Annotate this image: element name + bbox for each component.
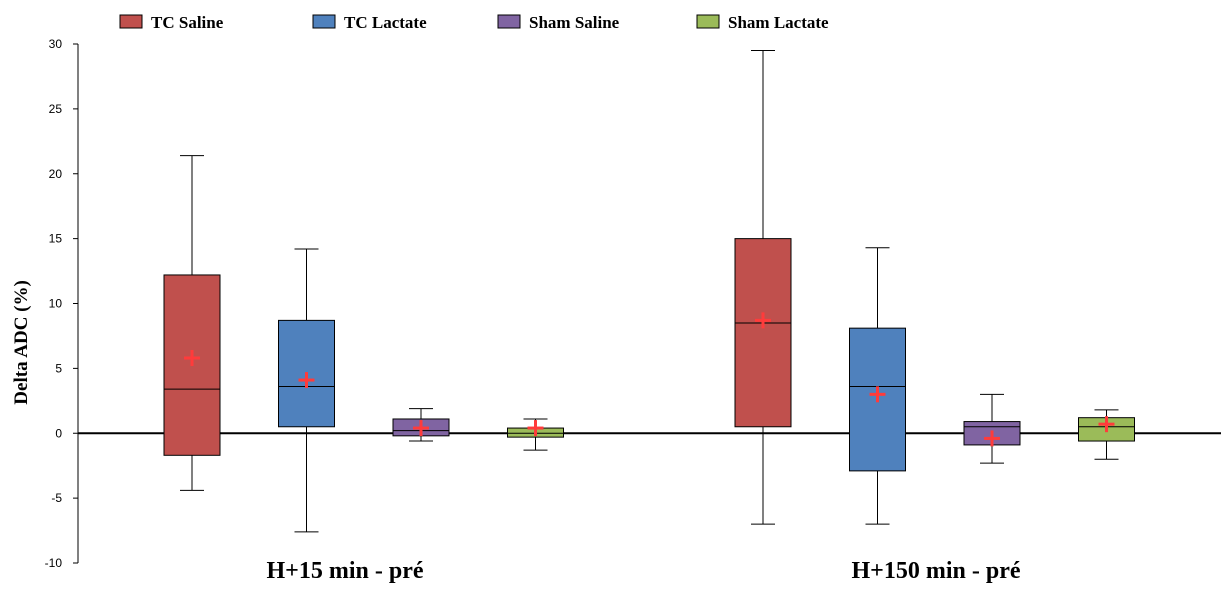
y-tick-label: 5 — [55, 361, 62, 375]
y-tick-label: 30 — [49, 37, 63, 51]
y-tick-label: 25 — [49, 102, 63, 116]
category-label: H+150 min - pré — [852, 558, 1021, 584]
y-axis-title: Delta ADC (%) — [11, 280, 32, 405]
legend-swatch — [312, 14, 336, 29]
y-tick-label: -10 — [45, 556, 63, 570]
legend-label: TC Lactate — [344, 13, 427, 32]
y-tick-label: 10 — [49, 297, 63, 311]
box-body — [734, 238, 792, 428]
legend-swatch — [497, 14, 521, 29]
box-body — [278, 319, 335, 428]
y-tick-label: -5 — [51, 491, 62, 505]
legend-label: Sham Lactate — [728, 13, 829, 32]
y-tick-label: 20 — [49, 167, 63, 181]
y-tick-label: 0 — [55, 426, 62, 440]
category-label: H+15 min - pré — [267, 558, 424, 584]
y-tick-label: 15 — [49, 232, 63, 246]
legend-label: Sham Saline — [529, 13, 620, 32]
legend-swatch — [696, 14, 720, 29]
legend-label: TC Saline — [151, 13, 224, 32]
legend-swatch — [119, 14, 143, 29]
